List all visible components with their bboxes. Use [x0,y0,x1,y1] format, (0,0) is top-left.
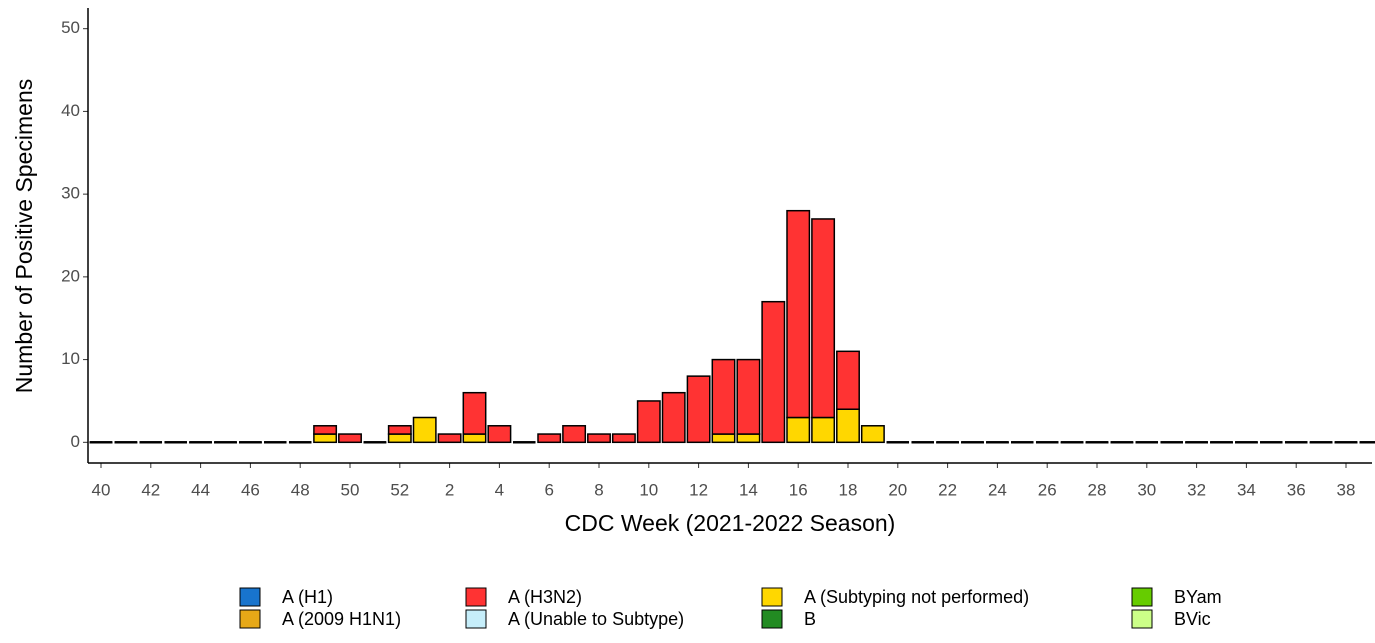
x-tick-label: 18 [839,480,858,499]
legend-swatch [761,587,783,607]
bar-segment [313,433,338,444]
y-tick-label: 50 [61,18,80,37]
legend-label: A (H1) [282,587,333,607]
bar-segment [412,416,437,444]
bar-segment [387,425,412,435]
x-tick-label: 22 [938,480,957,499]
x-tick-label: 16 [789,480,808,499]
x-tick-label: 40 [92,480,111,499]
bar-segment [736,358,761,435]
bar-segment [537,433,562,444]
x-tick-label: 2 [445,480,454,499]
bar-segment [487,425,512,444]
x-axis-title: CDC Week (2021-2022 Season) [565,510,896,536]
bar-segment [711,358,736,435]
x-tick-label: 20 [888,480,907,499]
x-tick-label: 10 [639,480,658,499]
bar-segment [786,416,811,444]
x-tick-label: 12 [689,480,708,499]
x-tick-label: 28 [1088,480,1107,499]
legend-swatch [239,609,261,629]
bar-segment [761,300,786,444]
x-tick-label: 48 [291,480,310,499]
bar-segment [711,433,736,444]
x-tick-label: 8 [594,480,603,499]
x-tick-label: 46 [241,480,260,499]
bar-segment [437,433,462,444]
y-tick-label: 0 [71,432,80,451]
bar-segment [562,425,587,444]
x-tick-label: 32 [1187,480,1206,499]
bar-segment [636,400,661,444]
bar-segment [462,391,487,435]
bar-segment [462,433,487,444]
legend-swatch [1131,609,1153,629]
x-tick-label: 42 [141,480,160,499]
x-tick-label: 36 [1287,480,1306,499]
legend-swatch [1131,587,1153,607]
bar-segment [736,433,761,444]
legend-label: A (H3N2) [508,587,582,607]
y-tick-label: 20 [61,266,80,285]
bar-segment [836,408,860,444]
bar-segment [686,375,711,444]
x-tick-label: 52 [390,480,409,499]
y-tick-label: 30 [61,184,80,203]
x-tick-label: 14 [739,480,758,499]
legend-label: A (Subtyping not performed) [804,587,1029,607]
bar-segment [338,433,362,444]
bar-segment [313,425,338,435]
y-tick-label: 40 [61,101,80,120]
legend-label: A (Unable to Subtype) [508,609,684,629]
legend-label: BVic [1174,609,1211,629]
bar-segment [587,433,611,444]
x-tick-label: 34 [1237,480,1256,499]
bar-segment [836,350,860,410]
legend-swatch [465,587,487,607]
legend-swatch [761,609,783,629]
x-tick-label: 30 [1137,480,1156,499]
legend-label: B [804,609,816,629]
x-tick-label: 44 [191,480,210,499]
x-tick-label: 26 [1038,480,1057,499]
x-tick-label: 4 [495,480,504,499]
x-tick-label: 24 [988,480,1007,499]
x-tick-label: 6 [544,480,553,499]
y-axis-title: Number of Positive Specimens [11,79,37,393]
legend-label: A (2009 H1N1) [282,609,401,629]
legend-swatch [465,609,487,629]
bar-segment [811,416,836,444]
x-tick-label: 38 [1337,480,1356,499]
bar-segment [661,391,686,444]
legend-swatch [239,587,261,607]
bar-segment [811,218,836,419]
legend-label: BYam [1174,587,1222,607]
x-tick-label: 50 [341,480,360,499]
bar-segment [786,209,811,419]
bar-segment [860,425,885,444]
y-tick-label: 10 [61,349,80,368]
bar-segment [611,433,636,444]
bar-segment [387,433,412,444]
